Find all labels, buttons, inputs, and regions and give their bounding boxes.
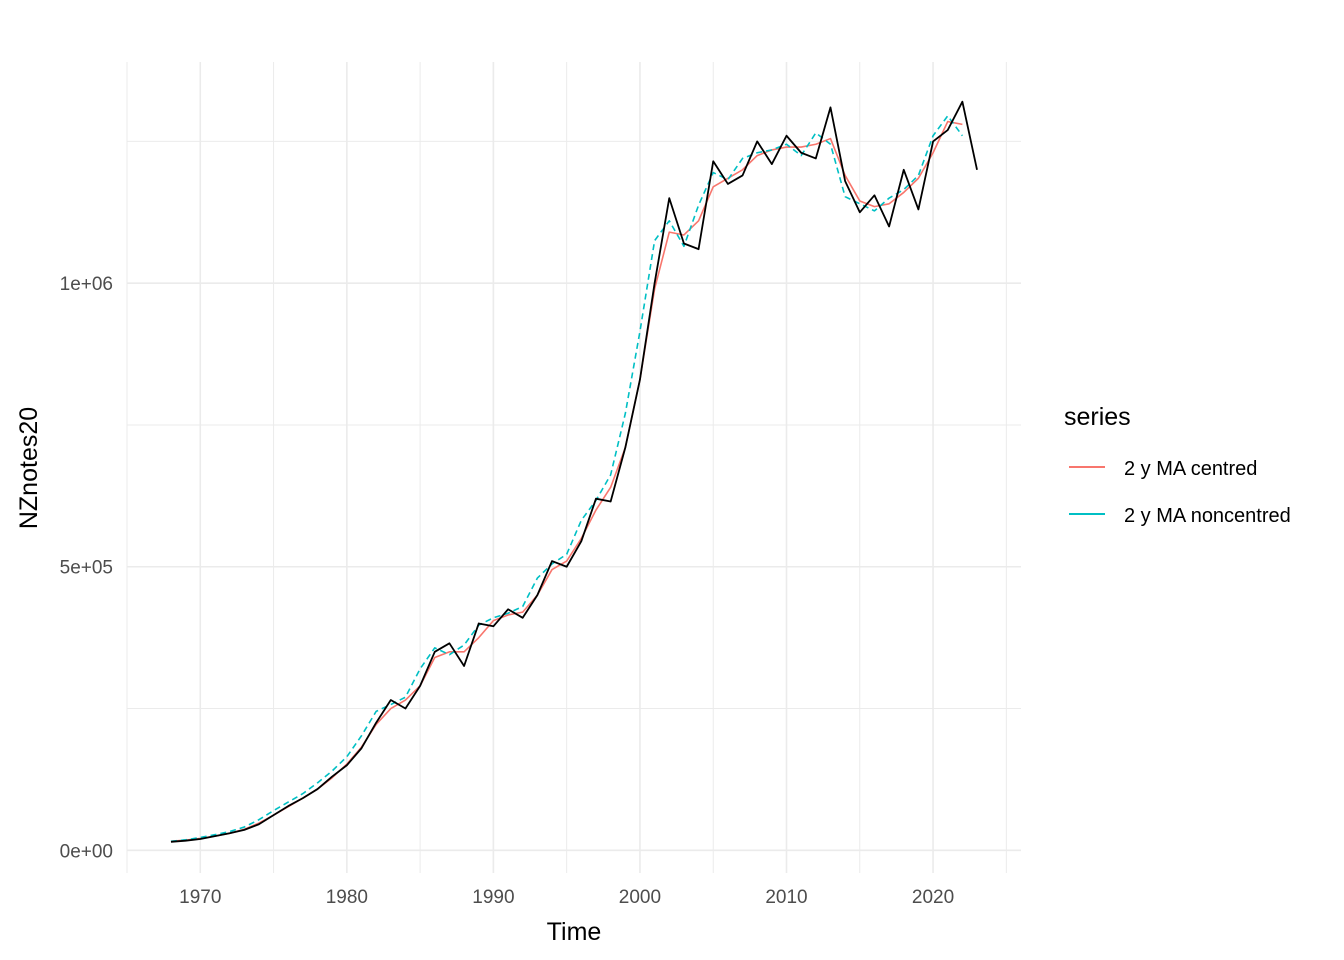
legend-item-noncentred: 2 y MA noncentred — [1069, 505, 1291, 527]
grid-major-lines — [127, 62, 1021, 873]
x-tick-label: 1990 — [472, 887, 514, 908]
x-tick-label: 2020 — [912, 887, 954, 908]
legend-label-centred: 2 y MA centred — [1124, 458, 1257, 480]
x-tick-label: 1970 — [179, 887, 221, 908]
x-axis-title: Time — [547, 918, 602, 946]
x-axis-ticks: 1970 1980 1990 2000 2010 2020 — [179, 887, 954, 908]
series-line-raw — [170, 100, 978, 843]
series-layer — [170, 100, 978, 843]
grid-minor-lines — [126, 62, 1021, 873]
y-tick-label: 1e+06 — [60, 274, 113, 295]
legend-label-noncentred: 2 y MA noncentred — [1124, 505, 1291, 527]
y-tick-label: 5e+05 — [60, 558, 113, 579]
legend: series 2 y MA centred 2 y MA noncentred — [1064, 403, 1291, 527]
legend-title: series — [1064, 403, 1131, 431]
x-tick-label: 2000 — [619, 887, 661, 908]
y-axis-title: NZnotes20 — [15, 407, 43, 529]
legend-item-centred: 2 y MA centred — [1069, 458, 1257, 480]
y-axis-ticks: 0e+00 5e+05 1e+06 — [60, 274, 113, 862]
x-tick-label: 2010 — [765, 887, 807, 908]
y-tick-label: 0e+00 — [60, 841, 113, 862]
x-tick-label: 1980 — [326, 887, 368, 908]
series-line-noncentred — [170, 115, 964, 843]
